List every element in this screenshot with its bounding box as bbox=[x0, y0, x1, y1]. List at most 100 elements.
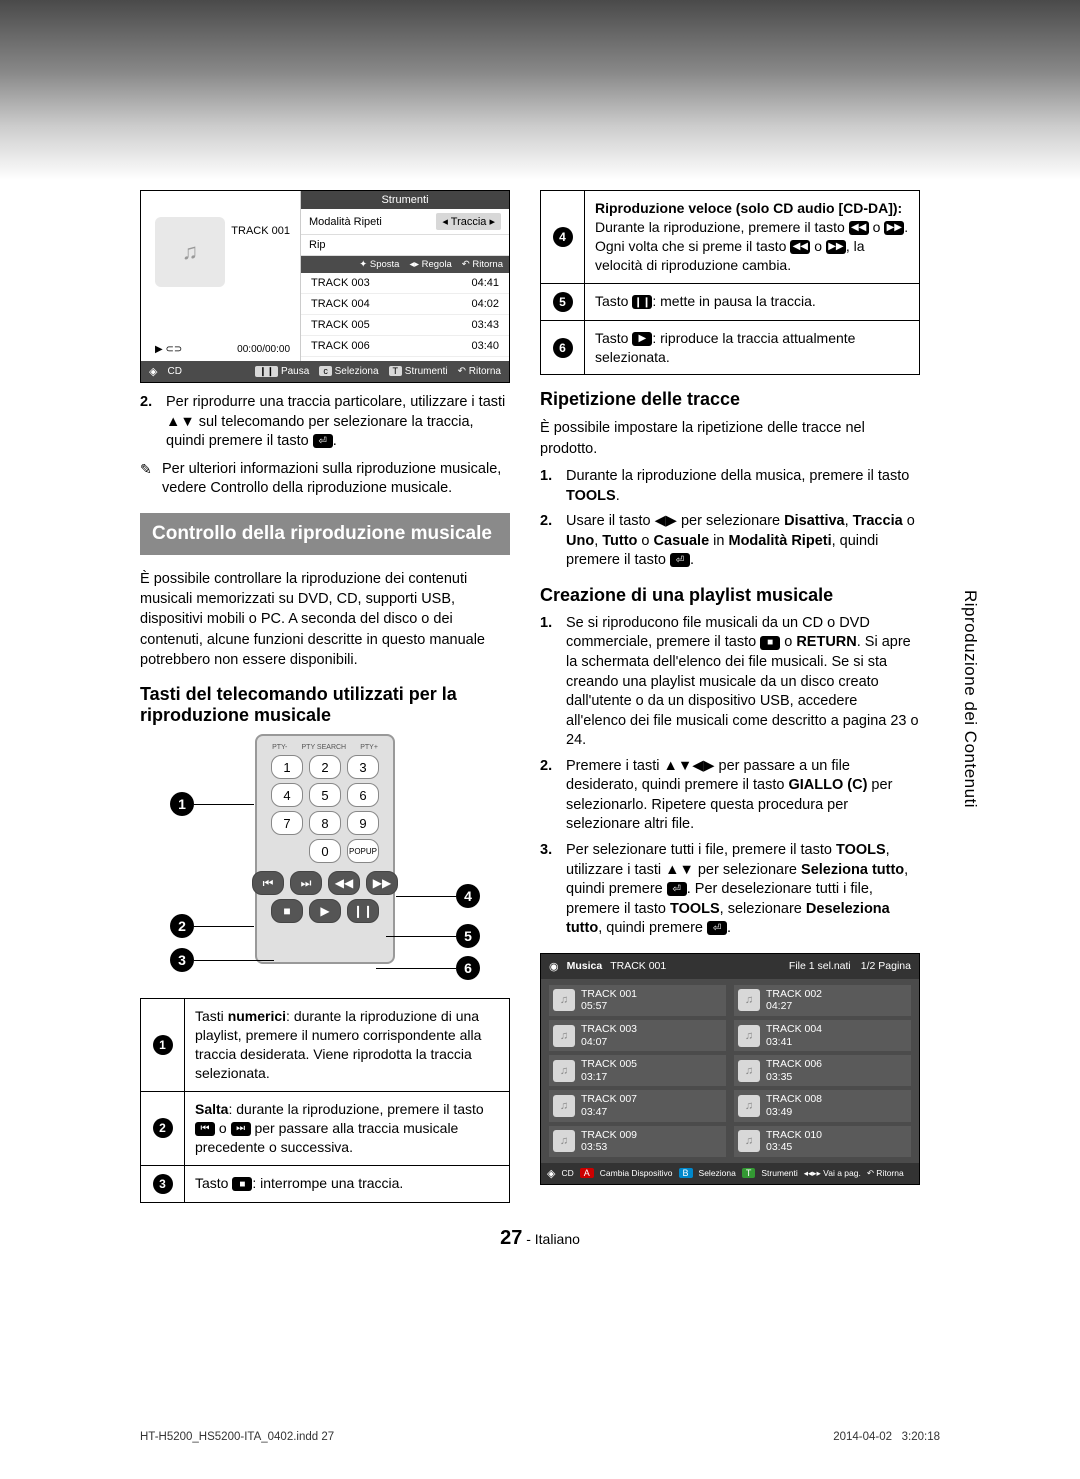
key-1-icon: 1 bbox=[153, 1035, 173, 1055]
musica-item: ♫TRACK 00503:17 bbox=[549, 1055, 726, 1086]
musica-item: ♫TRACK 00603:35 bbox=[734, 1055, 911, 1086]
footer-meta: HT-H5200_HS5200-ITA_0402.indd 27 2014-04… bbox=[140, 1431, 940, 1443]
subheading-repeat: Ripetizione delle tracce bbox=[540, 389, 920, 410]
callout-2: 2 bbox=[170, 914, 194, 938]
musica-screen: ◉ Musica TRACK 001 File 1 sel.nati 1/2 P… bbox=[540, 953, 920, 1185]
musica-item: ♫TRACK 00403:41 bbox=[734, 1020, 911, 1051]
stop-icon: ■ bbox=[232, 1177, 252, 1191]
musica-sel-info: File 1 sel.nati bbox=[789, 960, 851, 972]
badge-c: T bbox=[742, 1168, 756, 1178]
rew-icon-2: ◀◀ bbox=[790, 240, 810, 254]
key-1-desc: Tasti numerici: durante la riproduzione … bbox=[185, 999, 510, 1092]
page-number: 27 - Italiano bbox=[0, 1227, 1080, 1250]
badge-a: A bbox=[580, 1168, 594, 1178]
tools-badge-icon: T bbox=[389, 366, 403, 376]
callout-6: 6 bbox=[456, 956, 480, 980]
footer-file: HT-H5200_HS5200-ITA_0402.indd 27 bbox=[140, 1431, 334, 1443]
footer-time: 3:20:18 bbox=[902, 1431, 940, 1443]
play-state-icon: ▶ ⊂⊃ bbox=[155, 344, 182, 355]
ff-icon-2: ▶▶ bbox=[826, 240, 846, 254]
key-6-icon: 6 bbox=[553, 338, 573, 358]
rep-step2-num: 2. bbox=[540, 512, 558, 571]
tools-header: Strumenti bbox=[301, 191, 509, 209]
callout-3: 3 bbox=[170, 948, 194, 972]
enter-icon: ⏎ bbox=[313, 434, 333, 448]
step-2-number: 2. bbox=[140, 393, 158, 452]
step-2-text: Per riprodurre una traccia particolare, … bbox=[166, 393, 510, 452]
side-tab-label: Riproduzione dei Contenuti bbox=[960, 590, 980, 808]
playback-intro: È possibile controllare la riproduzione … bbox=[140, 569, 510, 670]
page-top-gradient bbox=[0, 0, 1080, 180]
subheading-playlist: Creazione di una playlist musicale bbox=[540, 585, 920, 606]
musica-disc-icon: ◈ bbox=[547, 1167, 555, 1180]
note-text: Per ulteriori informazioni sulla riprodu… bbox=[162, 460, 510, 499]
musica-item: ♫TRACK 00105:57 bbox=[549, 985, 726, 1016]
remote-key-table-right: 4 Riproduzione veloce (solo CD audio [CD… bbox=[540, 190, 920, 375]
current-track-label: TRACK 001 bbox=[231, 225, 290, 237]
select-badge-icon: c bbox=[319, 366, 332, 376]
rep-step2-text: Usare il tasto ◀▶ per selezionare Disatt… bbox=[566, 512, 920, 571]
pl-step3-num: 3. bbox=[540, 841, 558, 939]
disc-icon: ◈ bbox=[149, 365, 157, 378]
key-3-desc: Tasto ■: interrompe una traccia. bbox=[185, 1165, 510, 1202]
key-5-icon: 5 bbox=[553, 292, 573, 312]
musica-title: Musica bbox=[567, 960, 603, 972]
musica-item: ♫TRACK 00903:53 bbox=[549, 1126, 726, 1157]
repeat-intro: È possibile impostare la ripetizione del… bbox=[540, 418, 920, 459]
footer-date: 2014-04-02 bbox=[833, 1431, 892, 1443]
remote-key-table-left: 1 Tasti numerici: durante la riproduzion… bbox=[140, 998, 510, 1202]
ff-icon: ▶▶ bbox=[884, 221, 904, 235]
key-4-desc: Riproduzione veloce (solo CD audio [CD-D… bbox=[585, 191, 920, 284]
key-6-desc: Tasto ▶: riproduce la traccia attualment… bbox=[585, 320, 920, 375]
play-icon: ▶ bbox=[632, 332, 652, 346]
musica-item: ♫TRACK 00703:47 bbox=[549, 1090, 726, 1121]
key-2-desc: Salta: durante la riproduzione, premere … bbox=[185, 1091, 510, 1165]
musica-item: ♫TRACK 00803:49 bbox=[734, 1090, 911, 1121]
skip-back-icon: ⏮ bbox=[195, 1122, 215, 1136]
pause-badge-icon: ❙❙ bbox=[255, 366, 278, 377]
musica-src: CD bbox=[561, 1168, 573, 1178]
enter-icon-3: ⏎ bbox=[667, 882, 687, 896]
track-list: TRACK 00304:41 TRACK 00404:02 TRACK 0050… bbox=[301, 273, 509, 357]
musica-bullet: ◉ bbox=[549, 960, 559, 973]
rip-row: Rip bbox=[301, 235, 509, 256]
callout-5: 5 bbox=[456, 924, 480, 948]
enter-icon-2: ⏎ bbox=[670, 553, 690, 567]
repeat-mode-value: Traccia bbox=[451, 216, 487, 228]
stop-icon-2: ■ bbox=[760, 636, 780, 650]
album-art-icon: ♫ bbox=[155, 217, 225, 287]
ctrl-move: ✦ Sposta bbox=[359, 259, 399, 270]
musica-page: 1/2 Pagina bbox=[861, 960, 911, 972]
callout-4: 4 bbox=[456, 884, 480, 908]
pl-step3-text: Per selezionare tutti i file, premere il… bbox=[566, 841, 920, 939]
skip-fwd-icon: ⏭ bbox=[231, 1122, 251, 1136]
pause-icon: ❙❙ bbox=[632, 295, 652, 309]
musica-current: TRACK 001 bbox=[610, 960, 666, 972]
pl-step2-text: Premere i tasti ▲▼◀▶ per passare a un fi… bbox=[566, 757, 920, 835]
badge-b: B bbox=[679, 1168, 693, 1178]
rep-step1-text: Durante la riproduzione della musica, pr… bbox=[566, 467, 920, 506]
rep-step1-num: 1. bbox=[540, 467, 558, 506]
key-2-icon: 2 bbox=[153, 1118, 173, 1138]
callout-1: 1 bbox=[170, 792, 194, 816]
pl-step2-num: 2. bbox=[540, 757, 558, 835]
musica-item: ♫TRACK 01003:45 bbox=[734, 1126, 911, 1157]
return-label: ↶ Ritorna bbox=[458, 366, 501, 377]
subheading-remote-keys: Tasti del telecomando utilizzati per la … bbox=[140, 684, 510, 726]
note-icon: ✎ bbox=[140, 460, 156, 499]
enter-icon-4: ⏎ bbox=[707, 921, 727, 935]
section-header-playback-control: Controllo della riproduzione musicale bbox=[140, 513, 510, 555]
repeat-mode-label: Modalità Ripeti bbox=[309, 216, 382, 228]
pl-step1-text: Se si riproducono file musicali da un CD… bbox=[566, 614, 920, 751]
musica-item: ♫TRACK 00304:07 bbox=[549, 1020, 726, 1051]
source-label: CD bbox=[167, 366, 181, 377]
key-3-icon: 3 bbox=[153, 1174, 173, 1194]
key-4-icon: 4 bbox=[553, 227, 573, 247]
track-time: 00:00/00:00 bbox=[237, 344, 290, 355]
pl-step1-num: 1. bbox=[540, 614, 558, 751]
rew-icon: ◀◀ bbox=[849, 221, 869, 235]
remote-illustration: PTY-PTY SEARCHPTY+ 123 456 789 0POPUP ⏮⏭… bbox=[160, 734, 490, 984]
track-player-screen: ♫ TRACK 001 ▶ ⊂⊃ 00:00/00:00 Strumenti M… bbox=[140, 190, 510, 383]
ctrl-return: ↶ Ritorna bbox=[462, 259, 503, 270]
musica-item: ♫TRACK 00204:27 bbox=[734, 985, 911, 1016]
